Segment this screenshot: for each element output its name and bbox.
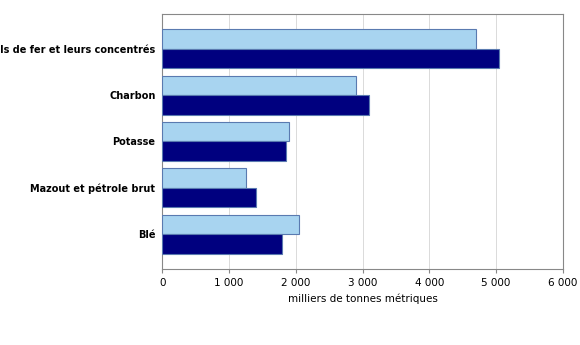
X-axis label: milliers de tonnes métriques: milliers de tonnes métriques	[288, 294, 437, 304]
Bar	[162, 122, 289, 141]
Bar	[162, 76, 356, 95]
Bar	[162, 29, 476, 49]
Bar	[162, 234, 282, 254]
Bar	[162, 215, 299, 234]
Bar	[162, 188, 256, 207]
Bar	[162, 168, 246, 188]
Bar	[162, 141, 286, 161]
Bar	[162, 49, 499, 68]
Bar	[162, 95, 369, 115]
